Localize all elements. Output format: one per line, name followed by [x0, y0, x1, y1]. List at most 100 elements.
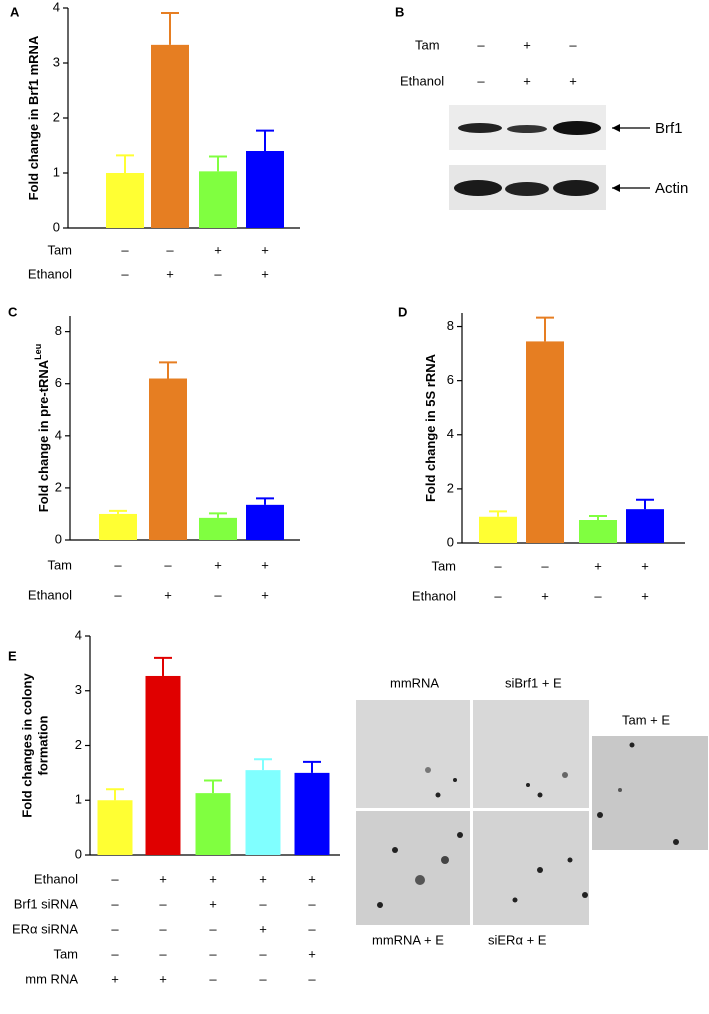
bar: [106, 173, 144, 228]
condition-mark: –: [594, 588, 602, 603]
bar: [97, 800, 133, 855]
condition-mark: –: [121, 266, 129, 281]
condition-mark: –: [259, 896, 267, 911]
blot-mark: –: [477, 37, 485, 52]
condition-mark: +: [261, 266, 269, 281]
condition-mark: –: [259, 946, 267, 961]
condition-mark: +: [159, 971, 167, 986]
condition-mark: +: [261, 587, 269, 602]
blot-row-label: Tam: [415, 37, 440, 52]
y-tick-label: 3: [53, 54, 60, 69]
bar: [151, 44, 189, 228]
condition-mark: +: [541, 588, 549, 603]
blot-mark: +: [523, 37, 531, 52]
panel-letter: C: [8, 304, 18, 319]
panel-letter: D: [398, 304, 407, 319]
image-label: Tam + E: [622, 712, 670, 727]
condition-mark: +: [164, 587, 172, 602]
condition-mark: +: [594, 558, 602, 573]
condition-mark: –: [166, 242, 174, 257]
bar: [579, 520, 617, 543]
condition-label: Ethanol: [28, 587, 72, 602]
y-tick-label: 2: [447, 480, 454, 495]
condition-mark: +: [111, 971, 119, 986]
bar: [99, 513, 137, 540]
panel-letter: E: [8, 648, 17, 663]
condition-mark: –: [259, 971, 267, 986]
y-axis-label-text: Fold change in 5S rRNA: [423, 353, 438, 502]
bar: [199, 171, 237, 228]
condition-label: Tam: [47, 242, 72, 257]
condition-mark: –: [114, 557, 122, 572]
blot-image: [449, 105, 650, 210]
condition-mark: –: [111, 946, 119, 961]
y-axis-label: formation: [35, 715, 50, 775]
condition-mark: +: [641, 588, 649, 603]
y-tick-label: 2: [75, 737, 82, 752]
bar: [149, 378, 187, 540]
y-axis-label-sup: Leu: [33, 344, 43, 360]
band-label: Brf1: [655, 120, 683, 137]
y-tick-label: 4: [53, 0, 60, 14]
condition-mark: +: [308, 946, 316, 961]
blot-row-label: Ethanol: [400, 73, 444, 88]
bar: [246, 504, 284, 540]
y-tick-label: 8: [55, 323, 62, 338]
bar: [195, 793, 231, 855]
y-tick-label: 2: [53, 109, 60, 124]
condition-mark: –: [114, 587, 122, 602]
condition-mark: –: [159, 921, 167, 936]
condition-mark: –: [308, 921, 316, 936]
y-tick-label: 1: [53, 164, 60, 179]
panel-letter: B: [395, 4, 404, 19]
y-axis-label: Fold change in pre-tRNALeu: [33, 344, 51, 512]
condition-mark: +: [214, 557, 222, 572]
condition-mark: –: [541, 558, 549, 573]
y-tick-label: 4: [447, 426, 454, 441]
condition-label: Brf1 siRNA: [14, 896, 79, 911]
image-label: siERα + E: [488, 932, 547, 947]
condition-label: Ethanol: [412, 588, 456, 603]
panel-letter: A: [10, 4, 20, 19]
condition-label: Tam: [431, 558, 456, 573]
condition-label: mm RNA: [25, 971, 78, 986]
bar: [526, 341, 564, 543]
condition-mark: +: [214, 242, 222, 257]
condition-mark: –: [209, 971, 217, 986]
blot-mark: –: [569, 37, 577, 52]
condition-mark: –: [494, 558, 502, 573]
bar: [145, 675, 181, 855]
condition-mark: +: [209, 896, 217, 911]
blot-mark: +: [523, 73, 531, 88]
colony-images: [356, 700, 708, 925]
bar: [479, 516, 517, 543]
condition-mark: –: [494, 588, 502, 603]
condition-mark: –: [209, 946, 217, 961]
y-tick-label: 0: [53, 219, 60, 234]
y-tick-label: 0: [55, 531, 62, 546]
condition-mark: +: [259, 921, 267, 936]
y-tick-label: 6: [447, 372, 454, 387]
bar: [245, 770, 281, 855]
condition-mark: –: [214, 587, 222, 602]
blot-mark: –: [477, 73, 485, 88]
image-label: siBrf1 + E: [505, 675, 562, 690]
y-tick-label: 8: [447, 318, 454, 333]
condition-label: Ethanol: [28, 266, 72, 281]
bar: [626, 509, 664, 543]
condition-mark: +: [641, 558, 649, 573]
image-label: mmRNA + E: [372, 932, 444, 947]
y-tick-label: 4: [75, 627, 82, 642]
condition-mark: –: [111, 896, 119, 911]
condition-mark: +: [259, 871, 267, 886]
condition-mark: +: [261, 557, 269, 572]
y-tick-label: 1: [75, 792, 82, 807]
bar: [199, 517, 237, 540]
y-axis-label: Fold change in Brf1 mRNA: [26, 35, 41, 200]
condition-mark: +: [308, 871, 316, 886]
y-axis-label-text: Fold change in pre-tRNA: [36, 359, 51, 512]
condition-mark: –: [121, 242, 129, 257]
condition-mark: –: [159, 946, 167, 961]
y-tick-label: 0: [447, 534, 454, 549]
